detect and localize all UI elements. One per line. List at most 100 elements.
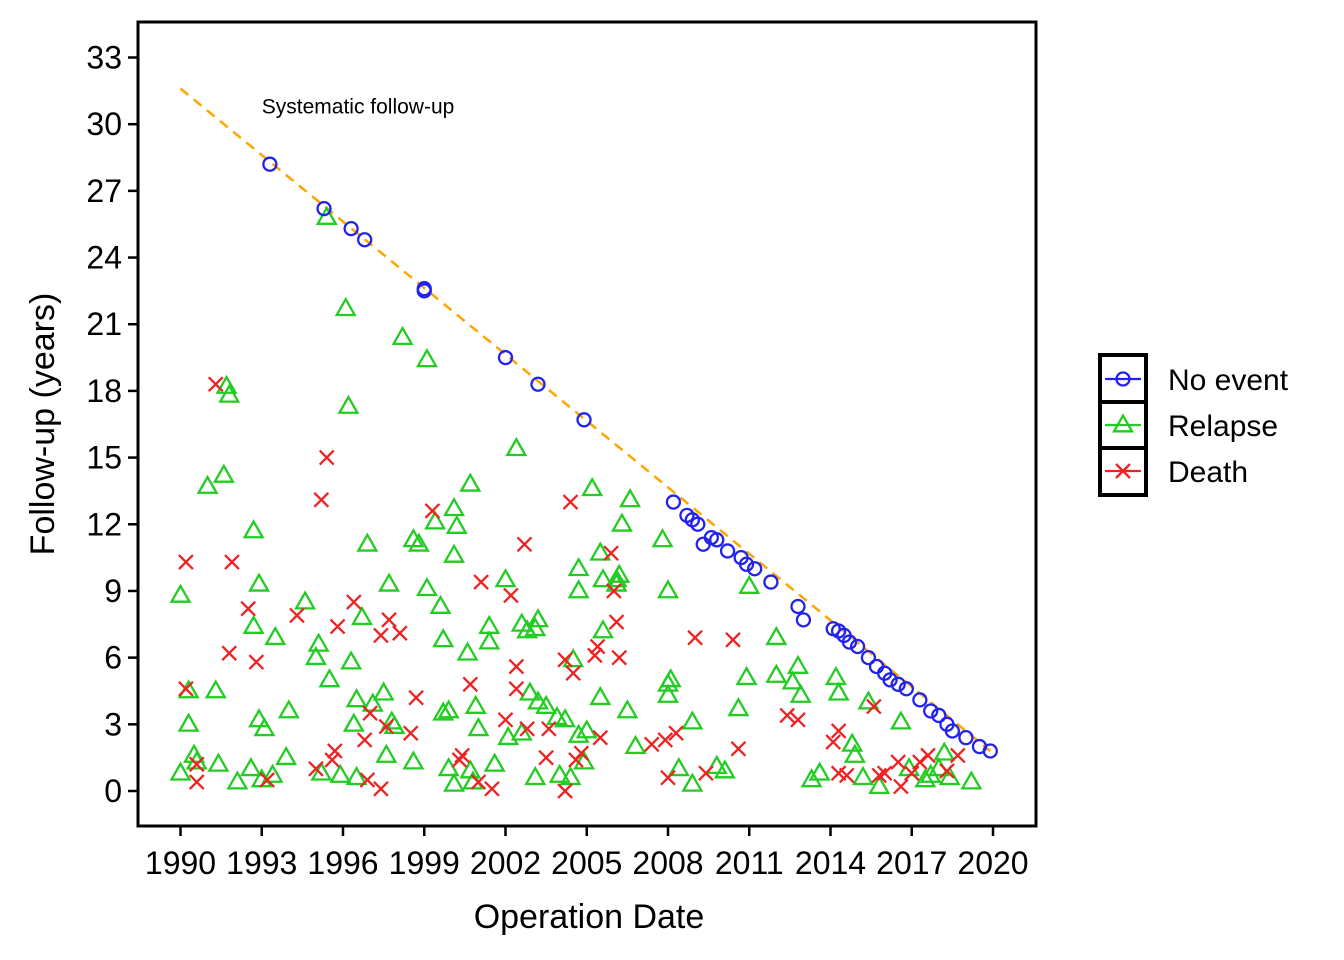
x-tick-label: 2017: [876, 845, 947, 881]
data-point: [882, 672, 898, 688]
data-point: [567, 556, 590, 577]
data-point: [738, 574, 761, 594]
data-point: [890, 754, 907, 770]
x-tick-label: 1993: [226, 845, 297, 881]
data-point: [763, 574, 779, 590]
data-point: [898, 681, 914, 697]
data-point: [643, 736, 660, 753]
data-point: [248, 572, 271, 592]
data-point: [242, 614, 265, 634]
data-point: [592, 568, 614, 588]
data-point: [464, 694, 487, 714]
y-tick-label: 6: [104, 640, 122, 676]
data-point: [277, 699, 300, 719]
data-point: [651, 528, 674, 548]
data-point: [657, 732, 674, 748]
y-tick-label: 0: [104, 773, 122, 809]
data-point: [478, 630, 501, 650]
data-point: [402, 750, 425, 770]
data-point: [503, 587, 519, 604]
y-tick-label: 33: [86, 40, 122, 76]
legend-key-marker: [1112, 413, 1134, 433]
data-point: [545, 705, 568, 726]
data-point: [459, 472, 482, 492]
data-point: [830, 723, 847, 739]
x-axis-title: Operation Date: [474, 898, 705, 936]
data-point: [747, 561, 763, 577]
data-point: [562, 648, 585, 668]
data-point: [443, 543, 466, 563]
data-point: [841, 634, 858, 650]
legend-key-box: [1098, 353, 1148, 497]
data-point: [424, 503, 441, 519]
data-point: [573, 745, 590, 762]
data-point: [719, 543, 736, 559]
data-point: [860, 649, 877, 666]
data-point: [527, 690, 549, 710]
data-point: [248, 654, 265, 670]
data-point: [982, 743, 998, 759]
data-point: [381, 612, 397, 628]
data-point: [373, 627, 389, 644]
data-point: [589, 685, 612, 706]
data-point: [432, 701, 455, 721]
data-point: [443, 772, 466, 792]
data-point: [221, 645, 238, 662]
data-point: [356, 532, 379, 552]
data-point: [690, 516, 706, 532]
data-point: [565, 665, 582, 682]
data-point: [843, 743, 866, 763]
data-point: [657, 683, 679, 703]
y-axis-title: Follow-up (years): [24, 293, 62, 556]
data-point: [527, 608, 549, 628]
data-point: [178, 554, 194, 570]
data-point: [451, 752, 468, 768]
legend: No event Relapse Death: [1098, 353, 1289, 497]
data-point: [944, 723, 961, 739]
data-point: [589, 541, 612, 561]
data-point: [606, 583, 622, 599]
data-point: [242, 519, 265, 539]
data-point: [573, 750, 596, 770]
data-point: [849, 638, 866, 655]
data-point: [378, 718, 395, 735]
data-point: [392, 625, 408, 641]
data-point: [454, 747, 470, 764]
data-point: [903, 765, 920, 782]
data-point: [218, 383, 241, 403]
data-point: [508, 658, 525, 675]
data-point: [505, 436, 528, 457]
data-point: [827, 681, 850, 701]
data-point: [289, 607, 305, 624]
data-point: [592, 729, 609, 746]
data-point: [359, 772, 376, 788]
x-tick-label: 2008: [632, 845, 703, 881]
data-point: [524, 765, 547, 786]
data-point: [893, 778, 909, 795]
data-point: [730, 740, 747, 757]
data-point: [681, 710, 704, 730]
data-point: [890, 676, 906, 692]
data-point: [538, 749, 554, 766]
data-point: [530, 376, 546, 392]
data-point: [808, 761, 831, 781]
data-point: [781, 670, 804, 690]
data-point: [541, 720, 557, 737]
data-point: [196, 474, 219, 494]
data-point: [259, 772, 275, 788]
data-point: [557, 783, 573, 799]
data-point: [779, 707, 795, 724]
data-point: [304, 645, 327, 666]
y-tick-label: 30: [86, 106, 122, 142]
x-tick-label: 2005: [551, 845, 622, 881]
data-point: [324, 752, 340, 768]
data-point: [889, 710, 912, 730]
data-point: [871, 767, 888, 784]
data-point: [337, 394, 360, 414]
data-point: [592, 619, 614, 639]
data-point: [407, 532, 430, 552]
data-point: [589, 638, 606, 655]
data-point: [516, 619, 539, 639]
data-point: [375, 743, 398, 763]
